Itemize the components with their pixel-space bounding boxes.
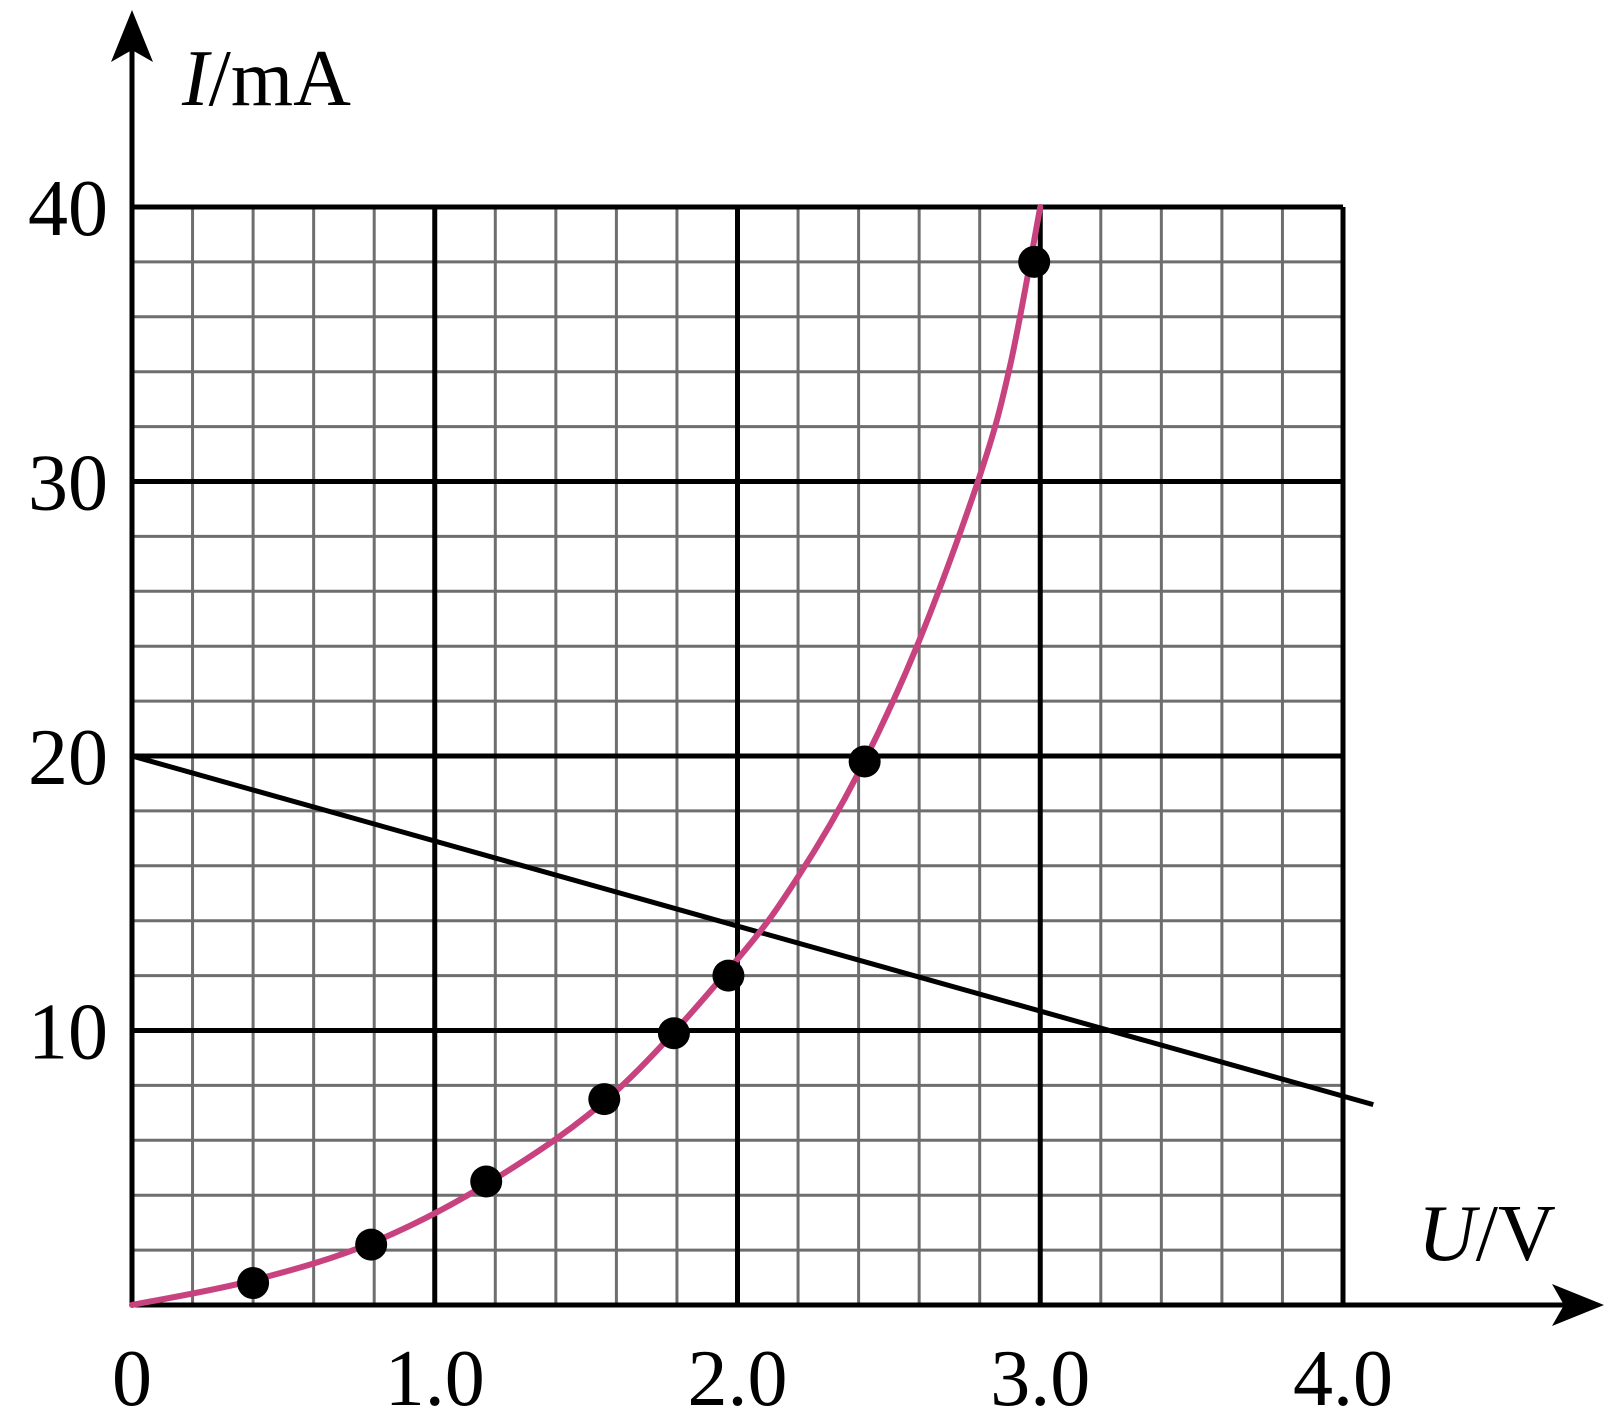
y-axis-label: I/mA	[181, 35, 351, 123]
data-point	[237, 1267, 270, 1300]
major-grid	[132, 204, 1346, 1305]
x-axis-symbol: U	[1418, 1190, 1481, 1278]
y-axis-symbol: I	[181, 35, 212, 123]
x-axis-unit: /V	[1476, 1190, 1556, 1278]
x-tick-label: 2.0	[688, 1335, 788, 1417]
x-tick-label: 3.0	[990, 1335, 1090, 1417]
data-point	[470, 1165, 503, 1198]
axes	[111, 10, 1604, 1326]
data-point	[848, 745, 881, 778]
y-tick-label: 20	[28, 714, 108, 802]
load-line	[131, 753, 1374, 1108]
data-point	[657, 1017, 690, 1050]
data-point	[1018, 245, 1051, 278]
data-point	[712, 959, 745, 992]
x-tick-label: 4.0	[1293, 1335, 1393, 1417]
series	[129, 204, 1374, 1308]
tick-labels: 0 1.0 2.0 3.0 4.0 10 20 30 40	[28, 165, 1393, 1417]
y-axis-arrow	[111, 10, 153, 62]
y-tick-label: 40	[28, 165, 108, 253]
x-tick-label: 1.0	[385, 1335, 485, 1417]
y-axis-unit: /mA	[209, 35, 351, 123]
x-tick-label: 0	[112, 1335, 152, 1417]
y-tick-label: 10	[28, 989, 108, 1077]
y-tick-label: 30	[28, 440, 108, 528]
x-axis-arrow	[1552, 1284, 1604, 1326]
data-point	[588, 1083, 621, 1116]
x-axis-label: U/V	[1418, 1190, 1556, 1278]
data-point	[355, 1228, 388, 1261]
